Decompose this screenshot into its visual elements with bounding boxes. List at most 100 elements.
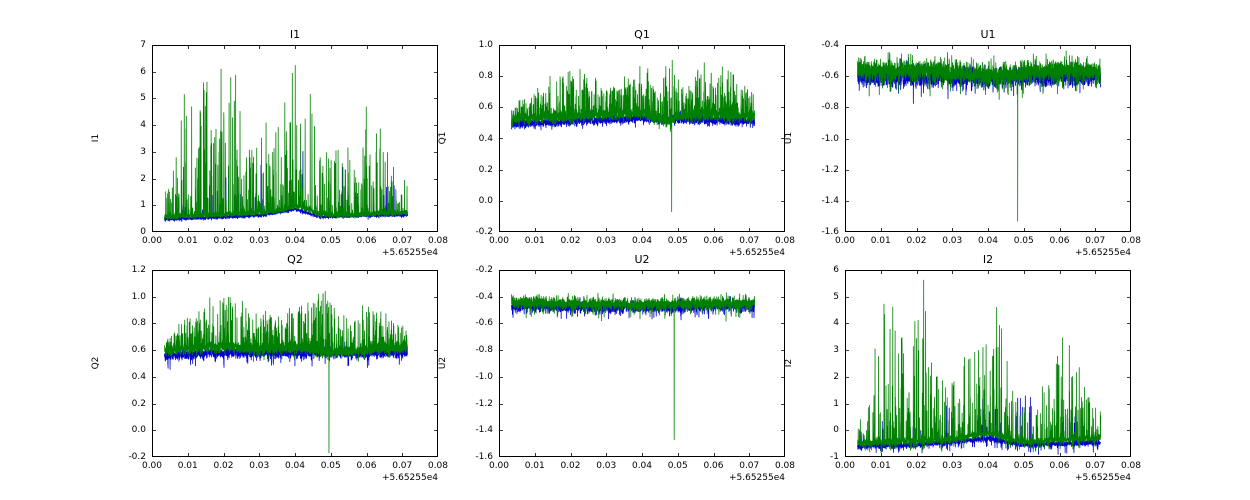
y-tick-label: 0.4	[478, 133, 493, 144]
y-tick-label: -0.8	[475, 345, 493, 356]
y-tick-label: 4	[140, 120, 146, 131]
x-tick-label: 0.07	[392, 461, 413, 471]
x-tick-label: 0.05	[667, 236, 688, 246]
y-tick-label: -1.6	[821, 227, 839, 237]
x-tick-label: 0.00	[141, 461, 163, 471]
x-tick-label: 0.04	[284, 461, 306, 471]
x-tick-label: 0.04	[284, 236, 306, 246]
y-tick-label: 1	[833, 398, 839, 409]
y-tick-label: -1.6	[475, 452, 493, 462]
y-tick-label: -0.2	[475, 227, 493, 237]
y-tick-label: -1.4	[475, 425, 493, 436]
x-tick-label: 0.03	[596, 236, 617, 246]
y-tick-label: 0.2	[131, 398, 146, 409]
y-tick-label: -1.0	[821, 133, 839, 144]
axes-frame	[152, 45, 438, 232]
y-axis-label: Q1	[438, 131, 448, 144]
y-tick-label: 2	[833, 371, 839, 382]
x-axis-offset-label: +5.65255e4	[1074, 248, 1131, 258]
y-tick-label: -1.2	[821, 164, 839, 175]
subplot-title: I1	[289, 28, 301, 41]
y-tick-label: 3	[140, 146, 146, 157]
y-tick-label: 0.4	[131, 371, 146, 382]
subplot-title: Q1	[634, 28, 650, 41]
y-tick-label: 0.2	[478, 164, 493, 175]
x-tick-label: 0.06	[703, 236, 724, 246]
y-tick-label: 0.8	[478, 71, 493, 82]
y-tick-label: 0.0	[478, 195, 493, 206]
y-tick-label: -0.6	[821, 71, 839, 82]
y-tick-label: -0.6	[475, 318, 493, 329]
plot-canvas	[499, 45, 785, 232]
x-tick-label: 0.06	[703, 461, 724, 471]
plot-canvas	[499, 270, 785, 457]
x-tick-label: 0.08	[774, 236, 796, 246]
x-tick-label: 0.06	[1049, 236, 1070, 246]
x-tick-label: 0.08	[427, 236, 449, 246]
x-tick-label: 0.08	[1120, 236, 1142, 246]
y-tick-label: -0.2	[475, 265, 493, 275]
y-tick-label: -0.4	[475, 291, 493, 302]
x-tick-label: 0.01	[870, 236, 891, 246]
y-tick-label: 1.0	[478, 40, 493, 50]
y-axis-label: Q2	[91, 356, 101, 369]
plot-canvas	[845, 270, 1131, 457]
plot-canvas	[845, 45, 1131, 232]
x-tick-label: 0.04	[631, 461, 653, 471]
y-axis-label: I2	[784, 358, 794, 367]
y-tick-label: 0	[833, 425, 839, 436]
y-tick-label: 5	[833, 291, 839, 302]
y-axis-label: U2	[438, 356, 448, 369]
y-tick-label: 0.6	[478, 102, 493, 113]
x-tick-label: 0.04	[631, 236, 653, 246]
plot-canvas	[152, 270, 438, 457]
x-tick-label: 0.02	[213, 461, 234, 471]
x-tick-label: 0.05	[1013, 236, 1034, 246]
x-axis-offset-label: +5.65255e4	[381, 473, 438, 483]
x-tick-label: 0.01	[524, 236, 545, 246]
x-tick-label: 0.08	[774, 461, 796, 471]
y-axis-label: I1	[91, 133, 101, 142]
x-tick-label: 0.08	[1120, 461, 1142, 471]
x-tick-label: 0.03	[249, 236, 270, 246]
axes-frame	[845, 45, 1131, 232]
y-tick-label: 0	[140, 227, 146, 237]
y-axis-label: U1	[784, 131, 794, 144]
x-tick-label: 0.08	[427, 461, 449, 471]
y-tick-label: 6	[140, 66, 146, 77]
x-axis-offset-label: +5.65255e4	[381, 248, 438, 258]
x-tick-label: 0.00	[141, 236, 163, 246]
x-tick-label: 0.02	[906, 461, 927, 471]
y-tick-label: -0.8	[821, 102, 839, 113]
x-tick-label: 0.00	[834, 461, 856, 471]
x-tick-label: 0.03	[249, 461, 270, 471]
y-tick-label: 4	[833, 318, 839, 329]
axes-frame	[499, 270, 785, 457]
x-tick-label: 0.07	[739, 236, 760, 246]
x-tick-label: 0.03	[596, 461, 617, 471]
x-tick-label: 0.02	[560, 236, 581, 246]
y-tick-label: 1.2	[131, 265, 146, 275]
x-tick-label: 0.06	[356, 461, 377, 471]
y-tick-label: 0.6	[131, 345, 146, 356]
y-tick-label: 6	[833, 265, 839, 275]
x-tick-label: 0.01	[177, 461, 198, 471]
x-tick-label: 0.00	[488, 461, 510, 471]
x-axis-offset-label: +5.65255e4	[728, 248, 785, 258]
axes-frame	[499, 45, 785, 232]
subplot-title: I2	[982, 253, 994, 266]
y-tick-label: -1.4	[821, 195, 839, 206]
y-tick-label: 2	[140, 173, 146, 184]
x-tick-label: 0.06	[356, 236, 377, 246]
y-tick-label: 1.0	[131, 291, 146, 302]
y-tick-label: -1.2	[475, 398, 493, 409]
y-tick-label: -0.4	[821, 40, 839, 50]
subplot-title: Q2	[287, 253, 303, 266]
x-tick-label: 0.04	[977, 461, 999, 471]
x-tick-label: 0.07	[1085, 236, 1106, 246]
x-tick-label: 0.01	[524, 461, 545, 471]
x-tick-label: 0.01	[177, 236, 198, 246]
y-tick-label: 0.0	[131, 425, 146, 436]
x-tick-label: 0.03	[942, 236, 963, 246]
